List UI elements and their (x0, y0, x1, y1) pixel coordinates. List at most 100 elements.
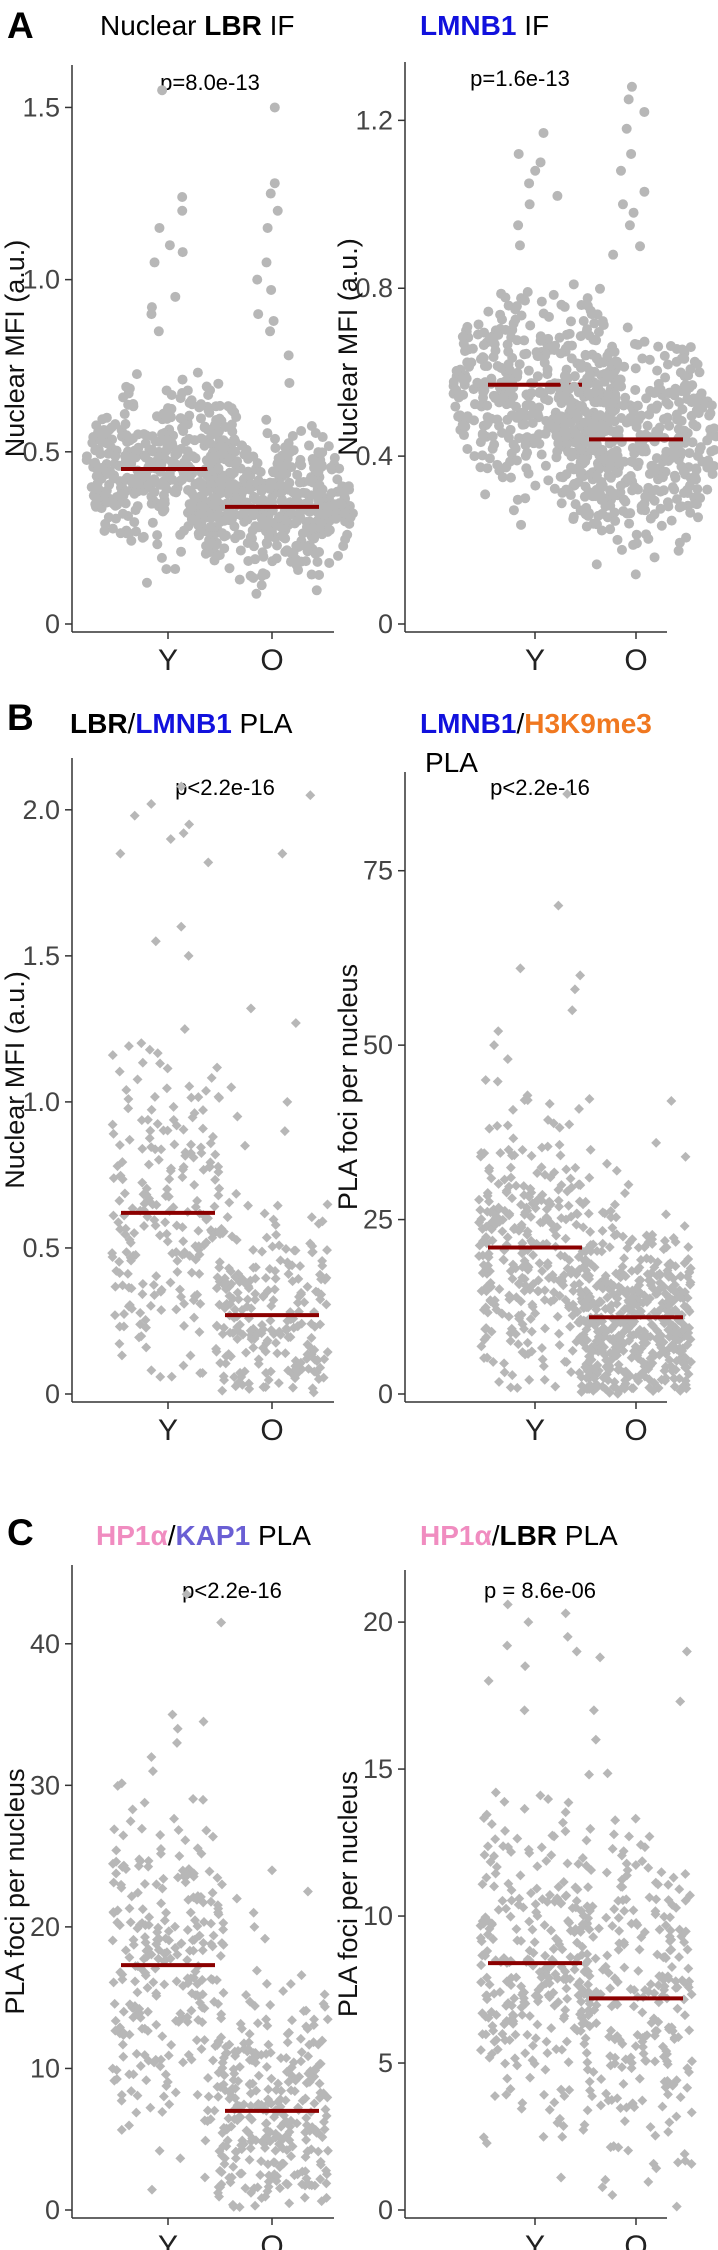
data-point (617, 1882, 628, 1892)
data-point (661, 397, 672, 408)
data-point (525, 320, 536, 331)
data-point (560, 382, 571, 393)
data-point (671, 356, 682, 367)
data-point (211, 419, 222, 430)
data-point (522, 2029, 533, 2040)
data-point (127, 1804, 138, 1815)
data-point (498, 1254, 509, 1265)
chart-title-part: IF (262, 10, 295, 41)
data-point (602, 1158, 612, 1169)
data-point (273, 1378, 284, 1388)
data-point (209, 450, 220, 461)
y-tick-label: 0.8 (355, 273, 393, 303)
data-point (178, 1360, 189, 1371)
data-point (658, 485, 669, 496)
data-point (260, 1933, 270, 1944)
y-tick-label: 15 (363, 1754, 393, 1784)
data-point (184, 1081, 195, 1092)
data-point (605, 472, 616, 483)
data-point (669, 451, 680, 462)
data-point (132, 1074, 143, 1085)
data-point (618, 506, 629, 517)
data-point (261, 1978, 272, 1989)
data-point (123, 1094, 134, 1105)
data-point (539, 1374, 550, 1385)
data-point (570, 1162, 581, 1173)
data-point (223, 401, 234, 412)
data-point (528, 438, 539, 449)
y-axis-label: Nuclear MFI (a.u.) (0, 240, 30, 458)
data-point (581, 2048, 592, 2058)
data-point (171, 1304, 182, 1315)
data-point (668, 1872, 679, 1883)
data-point (250, 2200, 261, 2211)
data-point (536, 1842, 547, 1853)
data-point (240, 449, 251, 460)
data-point (671, 409, 682, 420)
data-point (110, 1281, 121, 1292)
data-point (152, 1118, 163, 1129)
data-point (478, 387, 489, 398)
data-point (499, 1796, 510, 1807)
data-point (560, 1826, 571, 1837)
data-point (306, 569, 317, 580)
chart-title-part: HP1α (96, 1520, 168, 1551)
data-point (619, 1188, 630, 1199)
data-point (619, 2116, 630, 2127)
data-point (136, 1038, 147, 1049)
data-point (92, 478, 103, 489)
data-point (702, 462, 713, 473)
data-point (622, 322, 633, 333)
data-point (466, 357, 477, 368)
data-point (540, 460, 551, 471)
data-point (493, 329, 504, 340)
data-point (594, 1923, 604, 1934)
y-tick-label: 5 (378, 2048, 393, 2078)
data-point (322, 1199, 333, 1210)
data-point (131, 369, 142, 380)
data-point (187, 451, 198, 462)
x-tick-label: Y (525, 1414, 545, 1447)
y-tick-label: 1.5 (22, 92, 60, 122)
chart-title-part: LMNB1 (135, 708, 231, 739)
data-point (157, 506, 168, 517)
y-axis-label: Nuclear MFI (a.u.) (0, 971, 30, 1189)
data-point (192, 2089, 203, 2100)
data-point (120, 1223, 131, 1234)
data-point (517, 407, 528, 418)
data-point (669, 484, 680, 495)
data-point (257, 568, 268, 579)
data-point (626, 2063, 637, 2074)
data-point (493, 1904, 504, 1915)
data-point (616, 544, 627, 555)
x-tick-label: O (624, 644, 647, 677)
data-point (267, 1241, 278, 1252)
data-point (159, 1915, 170, 1926)
data-point (184, 819, 195, 830)
data-point (205, 538, 216, 549)
data-point (591, 559, 602, 570)
data-point (563, 2057, 574, 2068)
data-point (159, 1979, 170, 1990)
data-point (193, 1225, 204, 1236)
data-point (584, 1094, 595, 1104)
data-point (459, 430, 470, 441)
data-point (115, 528, 126, 539)
data-point (169, 1813, 179, 1824)
data-point (298, 487, 309, 498)
data-point (652, 365, 663, 376)
data-point (554, 1201, 564, 1212)
data-point (213, 2091, 224, 2102)
data-point (502, 1054, 513, 1065)
data-point (475, 2045, 486, 2056)
data-point (322, 2014, 333, 2025)
data-point (608, 249, 619, 260)
data-point (601, 1912, 612, 1923)
data-point (543, 395, 554, 406)
data-point (294, 477, 305, 488)
data-point (643, 1862, 654, 1873)
data-point (580, 481, 591, 492)
data-point (265, 326, 276, 337)
p-value-label: p=8.0e-13 (160, 70, 260, 95)
data-point (610, 1815, 621, 1826)
